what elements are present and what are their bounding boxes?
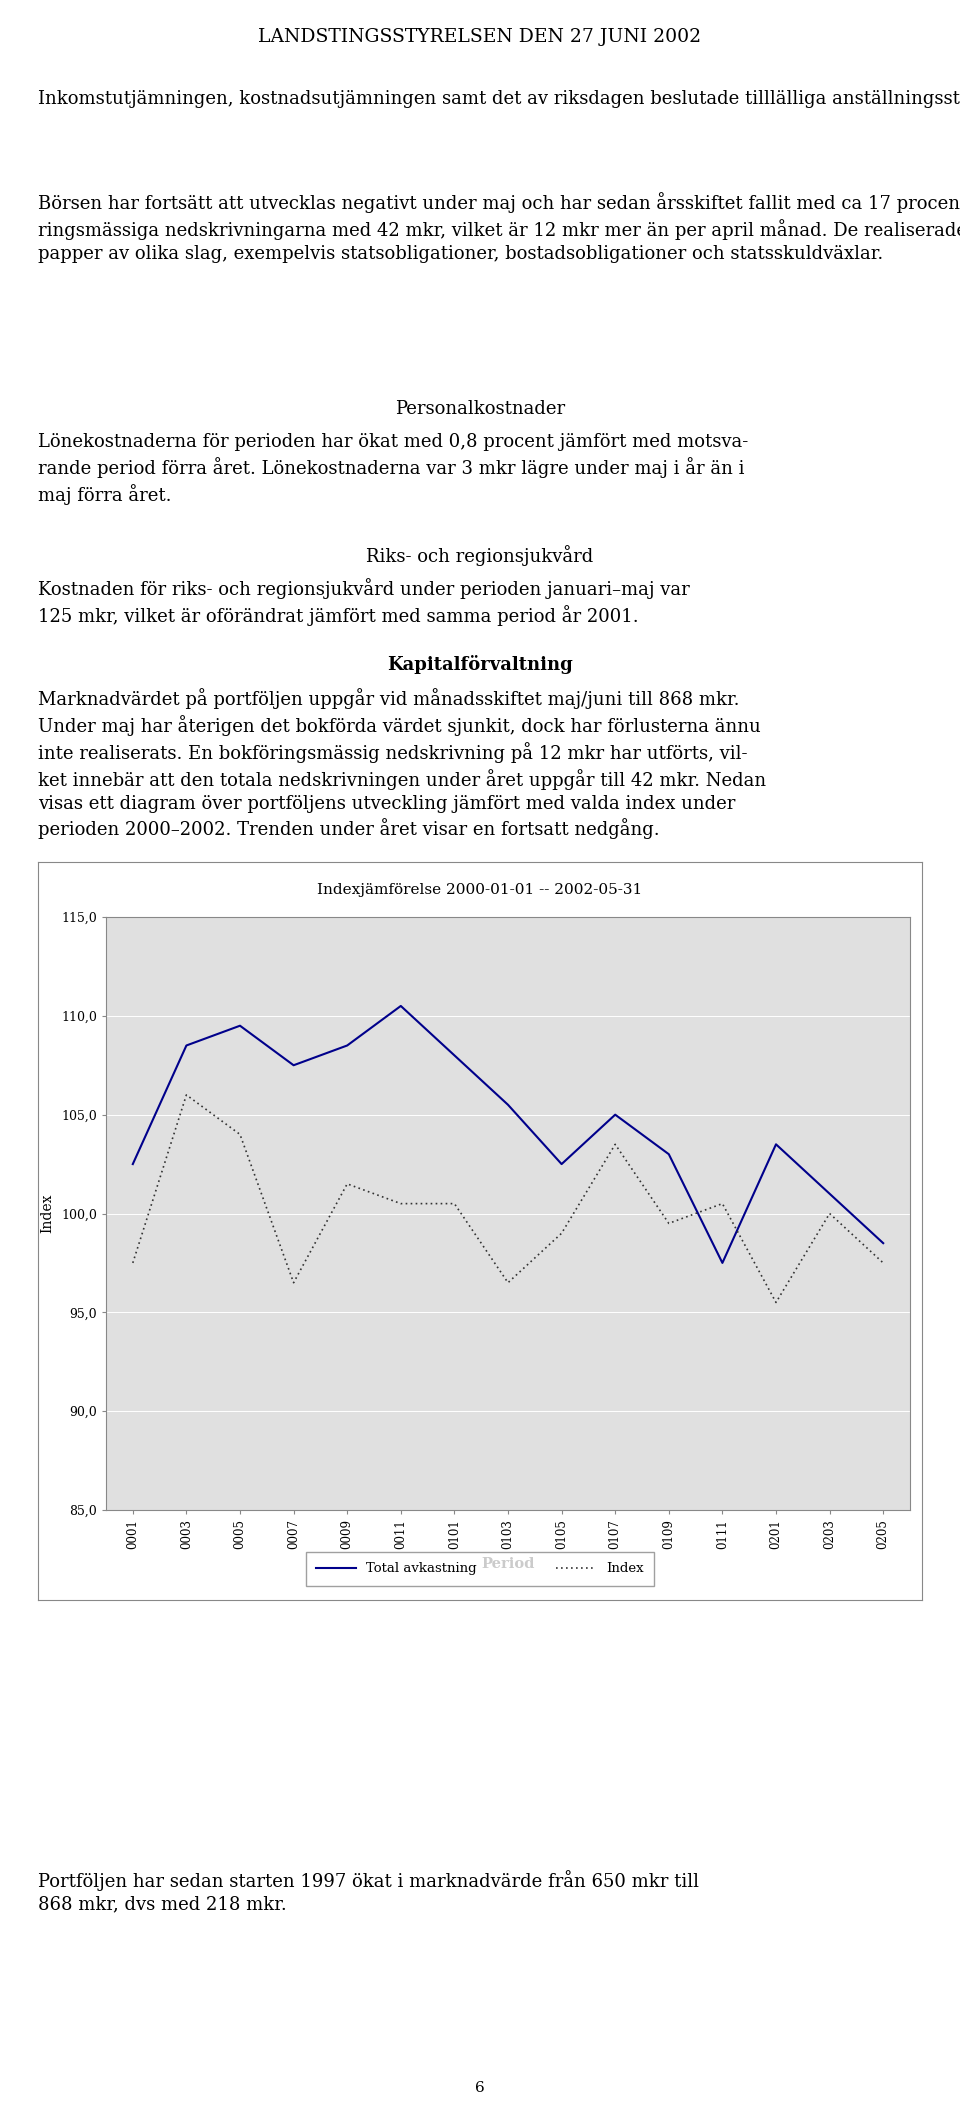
Text: Lönekostnaderna för perioden har ökat med 0,8 procent jämfört med motsva-
rande : Lönekostnaderna för perioden har ökat me… [38, 432, 748, 505]
Text: Indexjämförelse 2000-01-01 -- 2002-05-31: Indexjämförelse 2000-01-01 -- 2002-05-31 [318, 882, 642, 897]
Text: 6: 6 [475, 2082, 485, 2095]
Legend: Total avkastning, Index: Total avkastning, Index [305, 1552, 655, 1586]
Text: LANDSTINGSSTYRELSEN DEN 27 JUNI 2002: LANDSTINGSSTYRELSEN DEN 27 JUNI 2002 [258, 28, 702, 47]
Text: Portföljen har sedan starten 1997 ökat i marknadvärde från 650 mkr till
868 mkr,: Portföljen har sedan starten 1997 ökat i… [38, 1870, 699, 1914]
Text: Kostnaden för riks- och regionsjukvård under perioden januari–maj var
125 mkr, v: Kostnaden för riks- och regionsjukvård u… [38, 579, 689, 625]
Text: Kapitalförvaltning: Kapitalförvaltning [387, 655, 573, 674]
Text: Marknadvärdet på portföljen uppgår vid månadsskiftet maj/juni till 868 mkr.
Unde: Marknadvärdet på portföljen uppgår vid m… [38, 689, 766, 840]
Text: Personalkostnader: Personalkostnader [395, 401, 565, 418]
Text: Inkomstutjämningen, kostnadsutjämningen samt det av riksdagen beslutade tillläll: Inkomstutjämningen, kostnadsutjämningen … [38, 89, 960, 108]
Text: Börsen har fortsätt att utvecklas negativt under maj och har sedan årsskiftet fa: Börsen har fortsätt att utvecklas negati… [38, 193, 960, 263]
Text: Riks- och regionsjukvård: Riks- och regionsjukvård [367, 545, 593, 566]
